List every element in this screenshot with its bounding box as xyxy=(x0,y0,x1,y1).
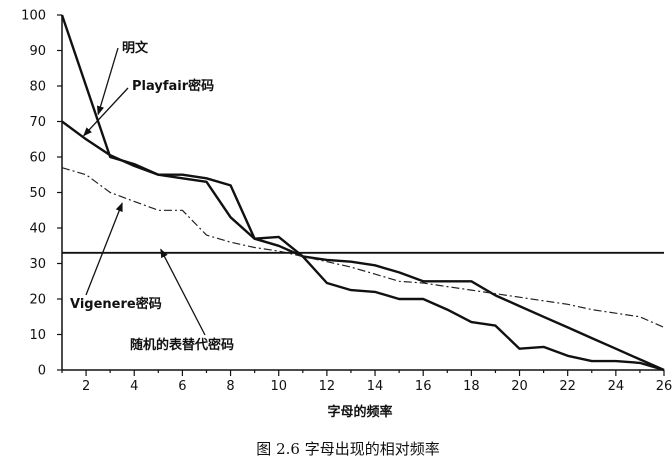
annotation-plaintext: 明文 xyxy=(122,40,149,56)
x-tick-label: 26 xyxy=(656,379,672,394)
y-tick-label: 40 xyxy=(29,222,46,237)
series-lines xyxy=(60,14,665,372)
y-tick-label: 80 xyxy=(29,80,46,95)
arrow-vigenere xyxy=(85,202,123,296)
series-line-playfair xyxy=(61,120,665,372)
x-tick-label: 8 xyxy=(226,379,234,394)
y-tick-label: 70 xyxy=(29,115,46,130)
series-line-plaintext xyxy=(60,14,665,372)
y-tick-label: 60 xyxy=(29,151,46,166)
series-line-vigenere xyxy=(61,167,665,328)
y-tick-label: 10 xyxy=(29,328,46,343)
figure-caption: 图 2.6 字母出现的相对频率 xyxy=(256,440,439,458)
x-tick-label: 10 xyxy=(270,379,287,394)
y-tick-label: 90 xyxy=(29,44,46,59)
annotation-random-substitution: 随机的表替代密码 xyxy=(130,337,234,353)
x-axis-label: 字母的频率 xyxy=(327,404,392,420)
annotation-playfair: Playfair密码 xyxy=(132,78,214,94)
x-tick-label: 18 xyxy=(463,379,480,394)
annotation-labels: 明文 Playfair密码 Vigenere密码 随机的表替代密码 xyxy=(70,40,234,353)
axes xyxy=(61,15,664,371)
y-tick-label: 30 xyxy=(29,257,46,272)
x-tick-label: 16 xyxy=(415,379,432,394)
y-tick-label: 0 xyxy=(38,364,46,379)
y-tick-label: 100 xyxy=(21,9,46,24)
annotation-arrows xyxy=(83,47,206,336)
arrow-plaintext xyxy=(96,47,119,116)
x-tick-label: 2 xyxy=(82,379,90,394)
x-tick-label: 24 xyxy=(608,379,625,394)
annotation-vigenere: Vigenere密码 xyxy=(70,296,162,312)
x-tick-label: 22 xyxy=(559,379,576,394)
y-tick-label: 20 xyxy=(29,293,46,308)
x-tick-label: 20 xyxy=(511,379,528,394)
x-tick-label: 12 xyxy=(319,379,336,394)
x-tick-label: 4 xyxy=(130,379,138,394)
arrow-playfair xyxy=(83,87,129,137)
y-tick-label: 50 xyxy=(29,186,46,201)
arrow-random-substitution xyxy=(160,248,206,336)
x-tick-label: 14 xyxy=(367,379,384,394)
x-tick-label: 6 xyxy=(178,379,186,394)
